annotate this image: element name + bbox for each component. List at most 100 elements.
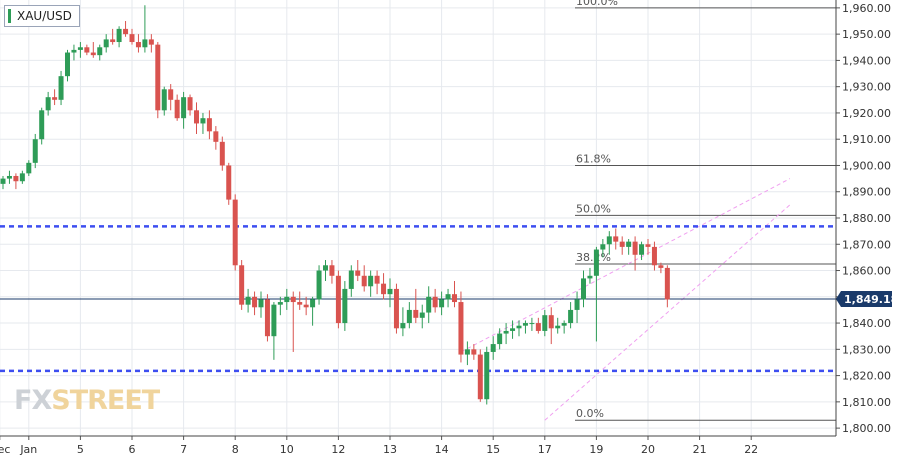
candle-body [226, 165, 232, 200]
candle-body [239, 265, 245, 305]
x-tick-label: 7 [180, 443, 187, 456]
candle-body [168, 89, 174, 100]
candle-body [264, 299, 270, 337]
y-tick-label: 1,930.00 [842, 81, 891, 94]
candle-body [6, 175, 12, 179]
channel-line [460, 178, 791, 353]
fib-label: 100.0% [576, 0, 618, 8]
y-tick-label: 1,870.00 [842, 238, 891, 251]
candle-body [400, 323, 406, 329]
horizontal-levels [0, 225, 836, 373]
candle-body [103, 39, 109, 48]
logo-part-street: STREET [51, 385, 160, 416]
candle-body [148, 39, 154, 45]
candle-body [613, 236, 619, 242]
candle-body [368, 275, 374, 287]
candle-body [90, 52, 96, 56]
candle-body [432, 296, 438, 308]
candle-body [632, 241, 638, 255]
candle-body [587, 275, 593, 279]
candle-body [490, 344, 496, 352]
candle-body [129, 34, 135, 43]
x-tick-label: 21 [693, 443, 707, 456]
symbol-text: XAU/USD [17, 9, 72, 23]
candle-body [458, 302, 464, 355]
candle-body [52, 97, 58, 100]
candle-body [174, 99, 180, 119]
candle-body [593, 249, 599, 276]
y-tick-label: 1,960.00 [842, 2, 891, 15]
candle-body [535, 323, 541, 331]
candle-body [290, 296, 296, 303]
y-tick-label: 1,810.00 [842, 396, 891, 409]
price-axis: 1,800.00 1,810.00 1,820.00 1,830.00 1,840.00… [835, 0, 898, 436]
candle-body [181, 97, 187, 119]
candle-body [39, 110, 45, 140]
candle-body [522, 323, 528, 326]
candle-body [13, 175, 19, 182]
candle-body [516, 325, 522, 329]
y-tick-label: 1,910.00 [842, 133, 891, 146]
candle-body [219, 141, 225, 166]
candle-body [619, 241, 625, 247]
y-tick-label: 1,840.00 [842, 317, 891, 330]
x-tick-label: 13 [383, 443, 397, 456]
candle-body [568, 309, 574, 324]
candle-body [464, 349, 470, 355]
fibonacci-levels: 100.0% 61.8% 50.0% 38.2% 0.0% [575, 0, 836, 421]
y-tick-label: 1,880.00 [842, 212, 891, 225]
candle-body [393, 288, 399, 329]
candle-body [110, 39, 116, 43]
logo-part-fx: FX [14, 385, 52, 416]
candle-body [658, 265, 664, 268]
y-tick-label: 1,820.00 [842, 370, 891, 383]
candle-body [65, 52, 70, 77]
candle-body [310, 299, 316, 308]
candle-body [484, 351, 490, 400]
candle-body [213, 131, 219, 142]
channel-line [544, 204, 791, 421]
candle-body [426, 296, 432, 313]
x-tick-label: 12 [331, 443, 345, 456]
candle-body [161, 89, 167, 111]
time-axis: Dec Jan 5 6 7 8 10 12 13 14 15 17 19 20 21 22 [0, 435, 836, 456]
candle-body [355, 270, 361, 276]
chart-grid [0, 0, 836, 436]
candle-body [548, 315, 554, 329]
candle-body [284, 296, 290, 303]
candle-body [342, 288, 348, 324]
candle-body [387, 288, 393, 295]
candle-body [206, 118, 212, 132]
y-tick-label: 1,900.00 [842, 159, 891, 172]
x-tick-label: 10 [280, 443, 294, 456]
candle-body [374, 275, 380, 284]
candle-body [271, 304, 277, 337]
fib-label: 0.0% [576, 407, 604, 420]
candle-body [84, 47, 90, 53]
candle-body [335, 275, 341, 324]
y-tick-label: 1,860.00 [842, 265, 891, 278]
candle-body [452, 294, 457, 303]
candle-body [26, 162, 32, 174]
candle-body [581, 278, 586, 300]
candle-body [600, 244, 606, 250]
candle-body [187, 97, 193, 111]
candle-body [606, 236, 612, 245]
fib-label: 61.8% [576, 152, 611, 165]
candle-body [645, 244, 651, 247]
candle-body [348, 270, 354, 289]
x-tick-label: Dec [0, 443, 10, 456]
symbol-label[interactable]: XAU/USD [4, 5, 80, 27]
x-tick-label: 19 [589, 443, 603, 456]
fib-label: 50.0% [576, 202, 611, 215]
candle-body [626, 241, 632, 247]
y-tick-label: 1,950.00 [842, 28, 891, 41]
candle-body [445, 294, 451, 300]
y-tick-label: 1,830.00 [842, 343, 891, 356]
candlesticks [0, 5, 670, 405]
candle-body [252, 296, 258, 308]
candle-body [651, 246, 657, 266]
candle-body [477, 354, 483, 400]
candle-body [97, 47, 103, 56]
